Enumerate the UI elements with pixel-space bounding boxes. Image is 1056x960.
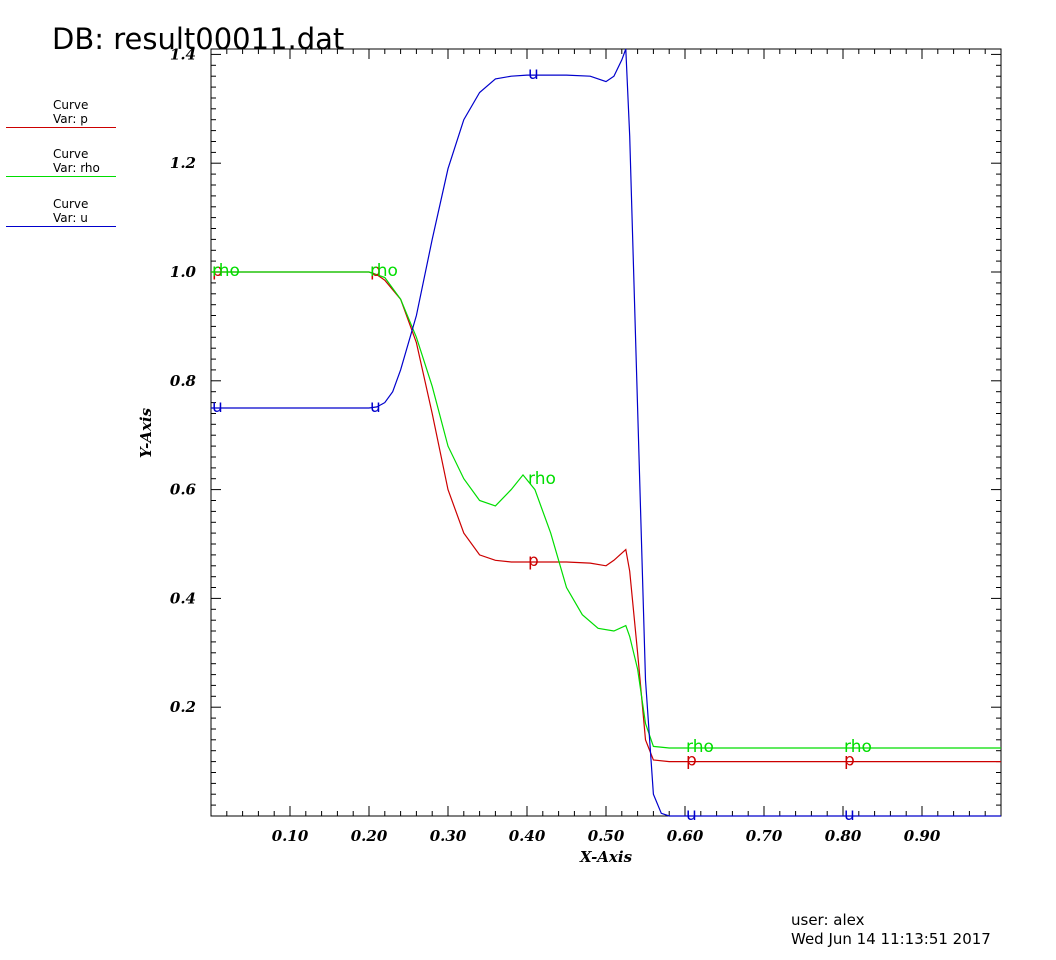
y-tick-label: 1.2 bbox=[170, 154, 196, 172]
x-tick-label: 0.30 bbox=[430, 827, 467, 845]
y-tick-label: 1.0 bbox=[170, 263, 197, 281]
x-tick-label: 0.50 bbox=[588, 827, 625, 845]
curve-label-p: p bbox=[370, 261, 381, 281]
curve-label-p: p bbox=[844, 751, 855, 771]
x-tick-label: 0.90 bbox=[904, 827, 941, 845]
curve-label-u: u bbox=[212, 397, 223, 417]
plot-frame bbox=[210, 48, 1002, 817]
series-line-p bbox=[211, 271, 1001, 763]
footer-user: user: alex bbox=[791, 911, 865, 929]
legend-swatch-u bbox=[6, 226, 116, 227]
curve-label-u: u bbox=[370, 397, 381, 417]
x-tick-label: 0.10 bbox=[272, 827, 309, 845]
curve-label-rho: rho bbox=[686, 737, 714, 757]
x-tick-label: 0.80 bbox=[825, 827, 862, 845]
legend-var-label: Var: p bbox=[53, 112, 88, 126]
footer-date: Wed Jun 14 11:13:51 2017 bbox=[791, 930, 991, 948]
legend-item-rho: Curve Var: rho bbox=[0, 147, 120, 187]
y-tick-label: 0.2 bbox=[170, 698, 196, 716]
x-axis-title: X-Axis bbox=[579, 848, 633, 866]
tick-labels: 0.10 0.20 0.30 0.40 0.50 0.60 0.70 0.80 0.90 0.2 0… bbox=[170, 45, 941, 845]
series-line-u bbox=[211, 48, 1001, 817]
y-tick-label: 0.8 bbox=[170, 372, 197, 390]
legend-swatch-rho bbox=[6, 176, 116, 177]
curve-label-rho: rho bbox=[370, 261, 398, 281]
legend-curve-label: Curve bbox=[53, 98, 89, 112]
legend-curve-label: Curve bbox=[53, 147, 89, 161]
y-axis-title: Y-Axis bbox=[137, 407, 155, 458]
y-tick-label: 0.4 bbox=[170, 589, 196, 607]
x-tick-label: 0.20 bbox=[351, 827, 388, 845]
series-line-rho bbox=[211, 271, 1001, 749]
curve-label-rho: rho bbox=[212, 261, 240, 281]
curve-label-p: p bbox=[686, 751, 697, 771]
curve-label-u: u bbox=[844, 805, 855, 825]
curve-label-p: p bbox=[528, 551, 539, 571]
x-tick-label: 0.70 bbox=[746, 827, 783, 845]
x-tick-label: 0.40 bbox=[509, 827, 546, 845]
curve-label-u: u bbox=[686, 805, 697, 825]
curve-label-rho: rho bbox=[528, 469, 556, 489]
axis-ticks bbox=[211, 49, 1001, 816]
legend-var-label: Var: u bbox=[53, 211, 88, 225]
y-tick-label: 0.6 bbox=[170, 481, 197, 499]
database-title: DB: result00011.dat bbox=[52, 22, 345, 56]
legend-swatch-p bbox=[6, 127, 116, 128]
curve-label-p: p bbox=[212, 261, 223, 281]
legend-curve-label: Curve bbox=[53, 197, 89, 211]
curve-label-u: u bbox=[528, 64, 539, 84]
legend-var-label: Var: rho bbox=[53, 161, 100, 175]
curves bbox=[211, 48, 1001, 817]
x-tick-label: 0.60 bbox=[667, 827, 704, 845]
legend-item-u: Curve Var: u bbox=[0, 197, 120, 237]
y-tick-label: 1.4 bbox=[170, 45, 196, 63]
curve-label-rho: rho bbox=[844, 737, 872, 757]
legend-item-p: Curve Var: p bbox=[0, 98, 120, 138]
